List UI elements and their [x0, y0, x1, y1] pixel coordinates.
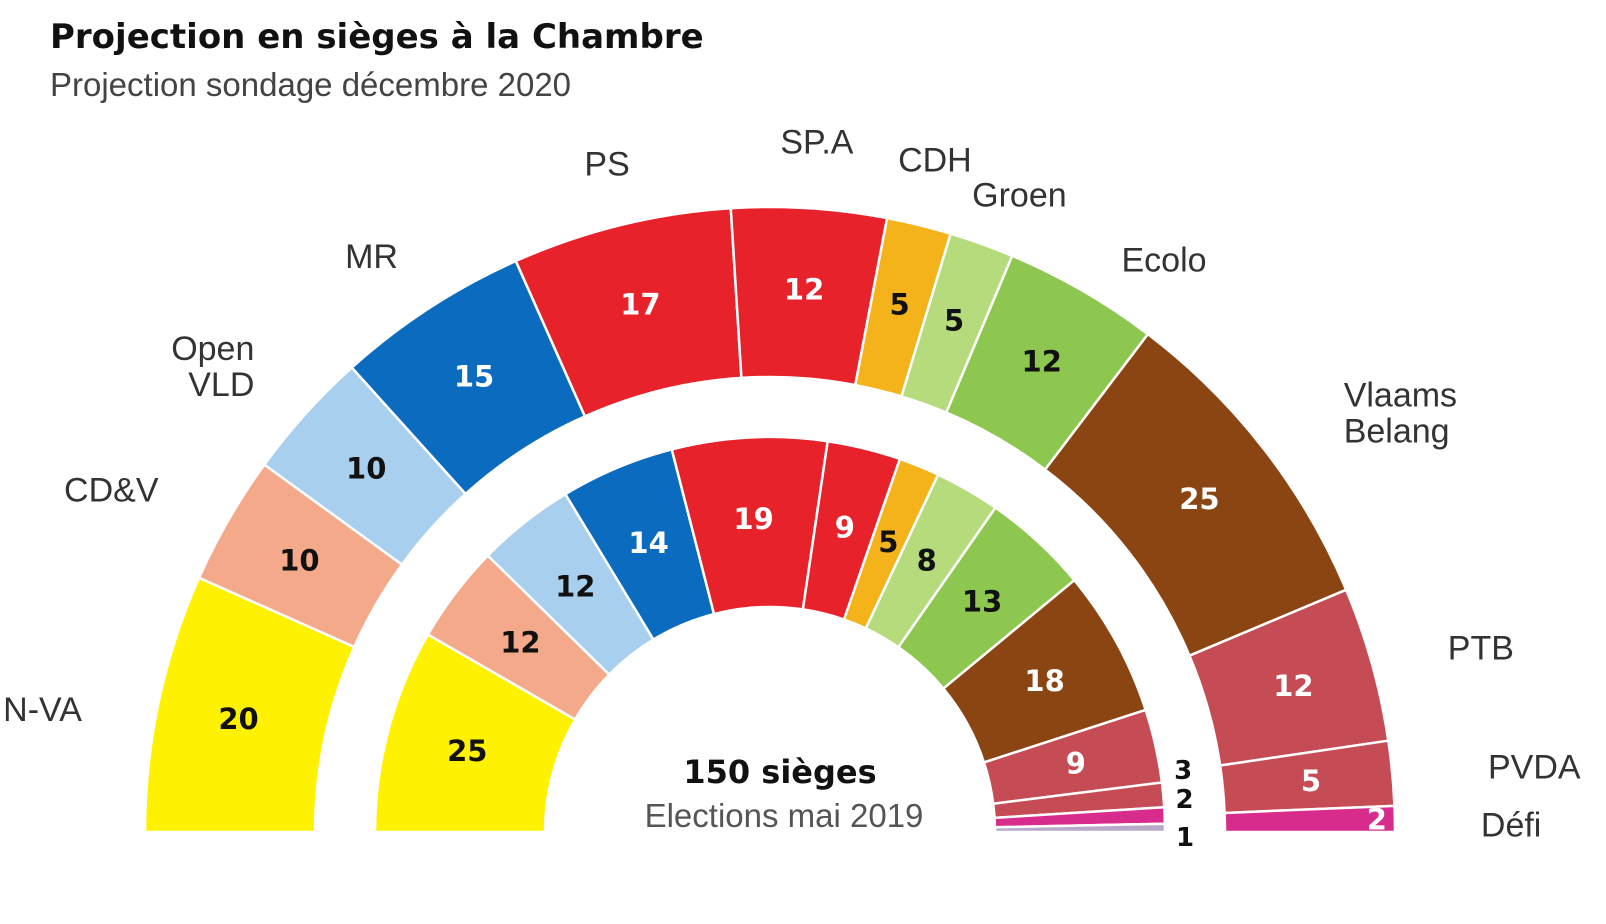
- inner-segment-other: [993, 822, 1167, 834]
- inner-value-mr: 14: [628, 526, 668, 560]
- party-label-n-va: N-VA: [3, 691, 82, 729]
- party-label-sp-a: SP.A: [780, 123, 853, 161]
- inner-value-ptb: 9: [1066, 747, 1086, 781]
- party-label-groen: Groen: [972, 176, 1067, 214]
- center-total-seats: 150 sièges: [683, 753, 876, 791]
- inner-value-groen: 8: [917, 544, 937, 578]
- inner-value-defi: 2: [1176, 785, 1194, 815]
- party-label-vlaams-belang: Vlaams Belang: [1344, 376, 1457, 450]
- inner-value-ecolo: 13: [962, 584, 1002, 618]
- outer-value-groen: 5: [944, 304, 964, 338]
- inner-value-other: 1: [1176, 823, 1194, 853]
- party-label-mr: MR: [345, 238, 398, 276]
- party-label-ptb: PTB: [1448, 629, 1514, 667]
- small-value-labels: 32 1: [1174, 756, 1194, 853]
- outer-value-open-vld: 10: [346, 451, 386, 485]
- party-label-cdh: CDH: [898, 142, 972, 180]
- inner-value-cd-v: 12: [500, 626, 540, 660]
- outer-value-defi: 2: [1367, 802, 1387, 836]
- inner-value-open-vld: 12: [555, 569, 595, 603]
- outer-value-mr: 15: [454, 359, 494, 393]
- outer-value-cdh: 5: [890, 287, 910, 321]
- outer-value-ecolo: 12: [1022, 344, 1062, 378]
- party-label-open-vld: Open VLD: [171, 330, 254, 404]
- inner-value-pvda: 3: [1174, 756, 1192, 786]
- inner-value-n-va: 25: [447, 734, 487, 768]
- outer-segment-defi: [1223, 804, 1397, 834]
- party-label-ecolo: Ecolo: [1122, 242, 1207, 280]
- inner-value-sp-a: 9: [835, 511, 855, 545]
- party-label-ps: PS: [584, 146, 629, 184]
- outer-value-ptb: 12: [1273, 669, 1313, 703]
- outer-value-vlaams-belang: 25: [1179, 482, 1219, 516]
- inner-value-cdh: 5: [878, 525, 898, 559]
- outer-value-cd-v: 10: [279, 543, 319, 577]
- outer-value-n-va: 20: [218, 702, 258, 736]
- inner-value-vlaams-belang: 18: [1024, 664, 1064, 698]
- outer-value-sp-a: 12: [784, 273, 824, 307]
- party-label-cd-v: CD&V: [64, 472, 159, 510]
- party-label-pvda: PVDA: [1488, 749, 1581, 787]
- outer-value-pvda: 5: [1301, 764, 1321, 798]
- outer-value-ps: 17: [620, 287, 660, 321]
- inner-value-ps: 19: [733, 502, 773, 536]
- chart-title: Projection en sièges à la Chambre: [50, 17, 704, 57]
- chart-subtitle: Projection sondage décembre 2020: [50, 66, 571, 103]
- party-label-defi: Défi: [1481, 807, 1541, 845]
- center-elections-label: Elections mai 2019: [645, 797, 924, 834]
